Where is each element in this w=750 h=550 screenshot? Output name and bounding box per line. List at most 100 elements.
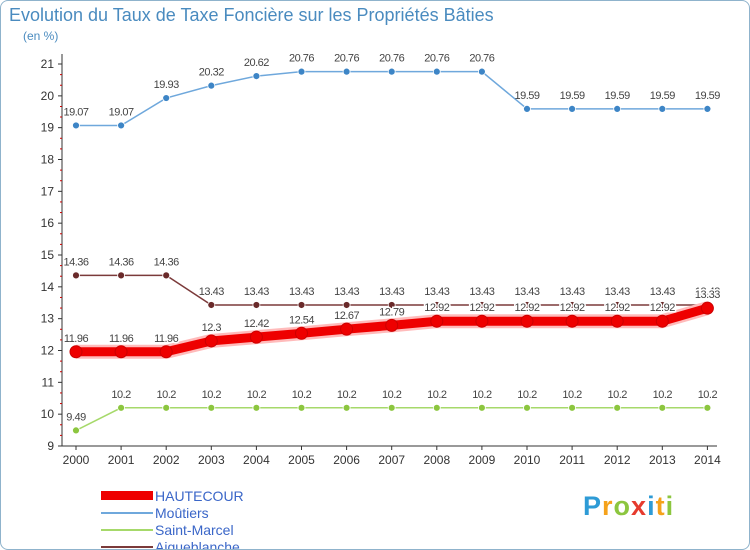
data-point bbox=[162, 271, 171, 280]
data-label: 20.76 bbox=[289, 53, 314, 65]
data-label: 12.3 bbox=[202, 322, 222, 334]
data-label: 14.36 bbox=[109, 256, 134, 268]
y-tick-label: 19 bbox=[41, 121, 55, 135]
data-point bbox=[159, 345, 173, 359]
x-tick-label: 2007 bbox=[378, 453, 405, 467]
data-point bbox=[477, 403, 486, 412]
data-point bbox=[430, 314, 444, 328]
x-tick-label: 2009 bbox=[469, 453, 496, 467]
logo-letter: t bbox=[655, 491, 666, 521]
data-label: 13.43 bbox=[424, 286, 449, 298]
data-point bbox=[610, 314, 624, 328]
data-point bbox=[658, 403, 667, 412]
data-label: 12.54 bbox=[289, 314, 314, 326]
data-point bbox=[432, 403, 441, 412]
legend-label: Aigueblanche bbox=[155, 538, 240, 550]
data-label: 19.59 bbox=[695, 90, 720, 102]
x-tick-label: 2011 bbox=[559, 453, 585, 467]
x-tick-label: 2000 bbox=[63, 453, 90, 467]
legend-label: Moûtiers bbox=[155, 504, 209, 521]
data-point bbox=[385, 318, 399, 332]
data-point bbox=[207, 81, 216, 90]
y-tick-label: 15 bbox=[41, 248, 55, 262]
data-point bbox=[523, 104, 531, 113]
data-point bbox=[342, 301, 351, 309]
series-hautecour: 11.96 11.96 11.96 12.3 12.42 12.54 12.67 12.79 1… bbox=[62, 288, 722, 359]
legend-item-saint-marcel: Saint-Marcel bbox=[101, 521, 244, 538]
x-tick-label: 2014 bbox=[694, 453, 721, 467]
data-label: 12.92 bbox=[560, 302, 585, 314]
data-label: 19.59 bbox=[514, 90, 539, 102]
data-label: 13.43 bbox=[289, 286, 314, 298]
data-point bbox=[252, 403, 261, 412]
data-label: 13.43 bbox=[514, 286, 539, 298]
legend-swatch bbox=[101, 511, 153, 514]
x-tick-label: 2001 bbox=[108, 453, 135, 467]
data-point bbox=[204, 334, 218, 348]
data-label: 19.59 bbox=[560, 90, 585, 102]
x-tick-label: 2003 bbox=[198, 453, 225, 467]
logo-letter: r bbox=[602, 491, 614, 521]
data-point bbox=[162, 94, 171, 102]
data-label: 14.36 bbox=[154, 256, 179, 268]
data-label: 11.96 bbox=[109, 333, 134, 345]
data-label: 13.43 bbox=[605, 286, 630, 298]
proxiti-logo: Proxiti bbox=[583, 491, 674, 522]
data-label: 12.42 bbox=[244, 318, 269, 330]
data-point bbox=[655, 314, 669, 328]
data-point bbox=[432, 301, 441, 309]
data-point bbox=[207, 403, 216, 412]
logo-letter: i bbox=[647, 491, 656, 521]
logo-letter: x bbox=[631, 491, 648, 521]
y-tick-label: 21 bbox=[41, 57, 55, 71]
data-label: 10.2 bbox=[156, 389, 176, 401]
data-label: 20.62 bbox=[244, 57, 269, 69]
y-tick-label: 10 bbox=[41, 407, 55, 421]
data-point bbox=[162, 403, 171, 412]
logo-letter: o bbox=[613, 491, 632, 521]
data-point bbox=[523, 403, 531, 412]
data-point bbox=[342, 67, 351, 76]
data-label: 13.43 bbox=[560, 286, 585, 298]
series-aigueblanche: 14.36 14.36 14.36 13.43 13.43 13.43 13.43 13.43… bbox=[63, 256, 721, 309]
data-label: 20.76 bbox=[334, 53, 359, 65]
data-label: 13.43 bbox=[469, 286, 494, 298]
logo-letter: i bbox=[665, 491, 675, 521]
data-label: 19.07 bbox=[109, 106, 134, 118]
data-label: 10.2 bbox=[607, 389, 627, 401]
data-point bbox=[568, 301, 576, 309]
data-point bbox=[117, 121, 125, 130]
data-label: 13.43 bbox=[650, 286, 675, 298]
data-label: 12.92 bbox=[469, 302, 494, 314]
data-point bbox=[703, 104, 712, 113]
data-point bbox=[387, 403, 396, 412]
data-label: 11.96 bbox=[154, 333, 179, 345]
data-label: 10.2 bbox=[382, 389, 402, 401]
chart-title: Evolution du Taux de Taxe Foncière sur l… bbox=[9, 5, 494, 25]
data-point bbox=[114, 345, 128, 359]
data-label: 19.07 bbox=[63, 106, 88, 118]
legend-item-hautecour: HAUTECOUR bbox=[101, 487, 244, 504]
data-label: 13.43 bbox=[199, 286, 224, 298]
data-point bbox=[658, 104, 667, 113]
data-label: 10.2 bbox=[427, 389, 447, 401]
data-label: 19.59 bbox=[650, 90, 675, 102]
data-point bbox=[117, 271, 125, 280]
data-point bbox=[477, 67, 486, 76]
data-label: 20.76 bbox=[469, 53, 494, 65]
data-point bbox=[565, 314, 579, 328]
data-point bbox=[613, 403, 622, 412]
data-point bbox=[703, 403, 712, 412]
legend-label: HAUTECOUR bbox=[155, 487, 244, 504]
data-point bbox=[249, 330, 263, 344]
y-tick-label: 16 bbox=[41, 216, 55, 230]
data-label: 10.2 bbox=[698, 389, 718, 401]
data-label: 9.49 bbox=[66, 411, 86, 423]
data-label: 20.32 bbox=[199, 67, 224, 79]
data-point bbox=[297, 67, 306, 76]
data-label: 10.2 bbox=[562, 389, 582, 401]
data-point bbox=[568, 403, 576, 412]
data-label: 13.33 bbox=[695, 289, 720, 301]
legend-label: Saint-Marcel bbox=[155, 521, 234, 538]
